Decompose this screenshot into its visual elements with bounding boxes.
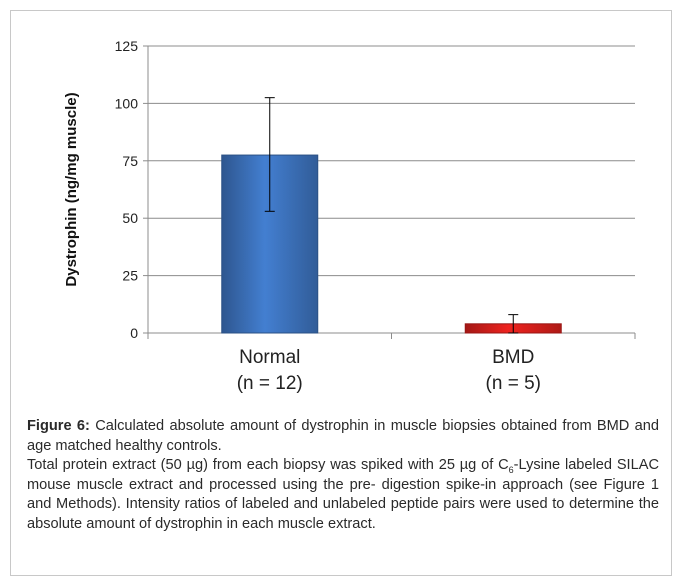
caption-subscript: 6 [508,465,514,475]
y-tick-label: 100 [115,95,139,111]
caption-line-2-after: -Lysine labeled SILAC mouse muscle extra… [27,457,660,532]
caption-paragraph-1: Figure 6: Calculated absolute amount of … [27,417,659,456]
y-tick-label: 75 [122,153,138,169]
caption-line-1: Calculated absolute amount of dystrophin… [27,418,659,454]
y-tick-label: 125 [115,38,139,54]
caption-line-2-before: Total protein extract (50 µg) from each … [27,457,509,473]
x-category-label: Normal [239,347,300,368]
bar-chart: 0 25 50 75 100 125 Normal (n = 12) BMD (n = 5) Dys… [63,38,636,394]
figure-label: Figure 6: [27,418,90,434]
y-tick-label: 0 [130,325,138,341]
y-tick-label: 25 [122,268,138,284]
x-category-label: BMD [492,347,534,368]
x-category-label: (n = 5) [486,373,541,394]
figure-frame [10,10,672,576]
x-category-label: (n = 12) [237,373,303,394]
caption-paragraph-2: Total protein extract (50 µg) from each … [27,456,659,534]
y-axis-title: Dystrophin (ng/mg muscle) [63,92,80,286]
figure-caption: Figure 6: Calculated absolute amount of … [27,417,659,534]
y-tick-label: 50 [122,210,138,226]
